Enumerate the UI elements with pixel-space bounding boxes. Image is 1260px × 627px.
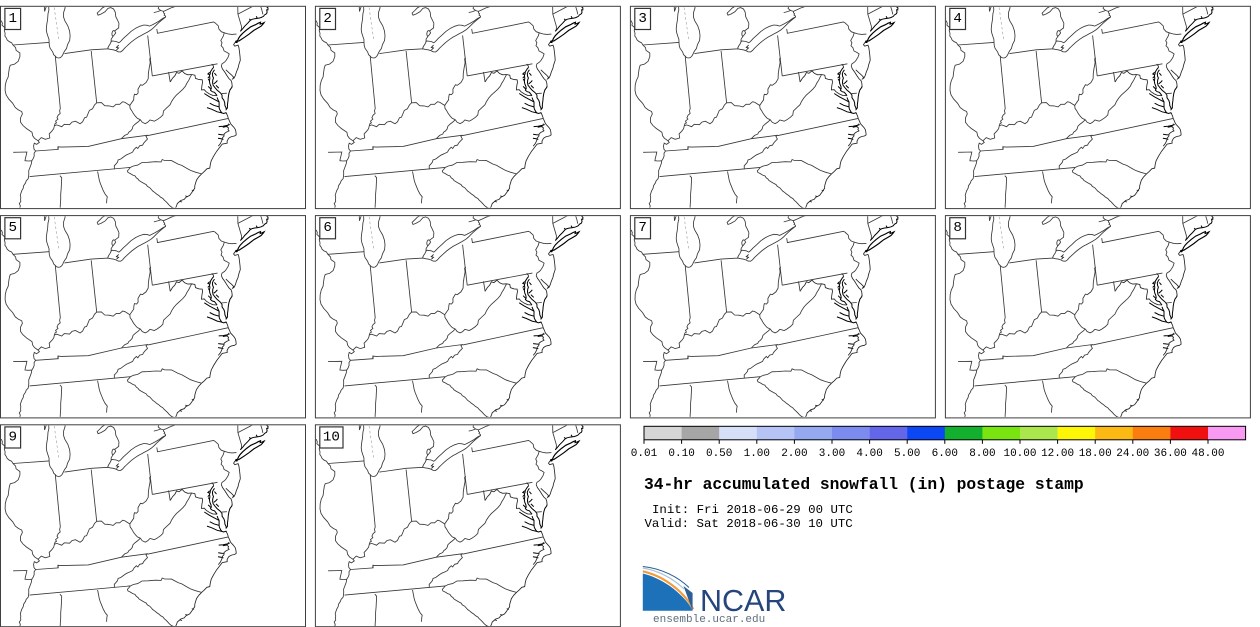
svg-text:10.00: 10.00 [1003,448,1036,460]
svg-text:NCAR: NCAR [700,584,786,618]
svg-text:10: 10 [323,429,340,445]
svg-text:24.00: 24.00 [1116,448,1149,460]
svg-text:2: 2 [323,11,332,27]
svg-text:12.00: 12.00 [1041,448,1074,460]
svg-text:0.50: 0.50 [706,448,732,460]
svg-text:4: 4 [953,11,962,27]
svg-text:36.00: 36.00 [1154,448,1187,460]
svg-text:6: 6 [323,220,332,236]
svg-text:4.00: 4.00 [856,448,882,460]
svg-text:Init: Fri 2018-06-29 00 UTC: Init: Fri 2018-06-29 00 UTC [652,503,853,517]
svg-text:5.00: 5.00 [894,448,920,460]
svg-text:34-hr accumulated snowfall (in: 34-hr accumulated snowfall (in) postage … [644,475,1084,494]
svg-text:5: 5 [8,220,17,236]
svg-text:6.00: 6.00 [932,448,958,460]
svg-text:1: 1 [8,11,17,27]
svg-text:8: 8 [953,220,962,236]
svg-text:9: 9 [8,429,17,445]
svg-text:3.00: 3.00 [819,448,845,460]
svg-text:48.00: 48.00 [1191,448,1224,460]
svg-text:0.10: 0.10 [668,448,694,460]
svg-text:3: 3 [638,11,647,27]
svg-text:Valid: Sat 2018-06-30 10 UTC: Valid: Sat 2018-06-30 10 UTC [645,517,853,531]
svg-text:8.00: 8.00 [969,448,995,460]
svg-text:7: 7 [638,220,647,236]
svg-text:ensemble.ucar.edu: ensemble.ucar.edu [653,614,765,626]
svg-text:18.00: 18.00 [1079,448,1112,460]
svg-text:1.00: 1.00 [744,448,770,460]
svg-text:2.00: 2.00 [781,448,807,460]
svg-text:0.01: 0.01 [631,448,658,460]
